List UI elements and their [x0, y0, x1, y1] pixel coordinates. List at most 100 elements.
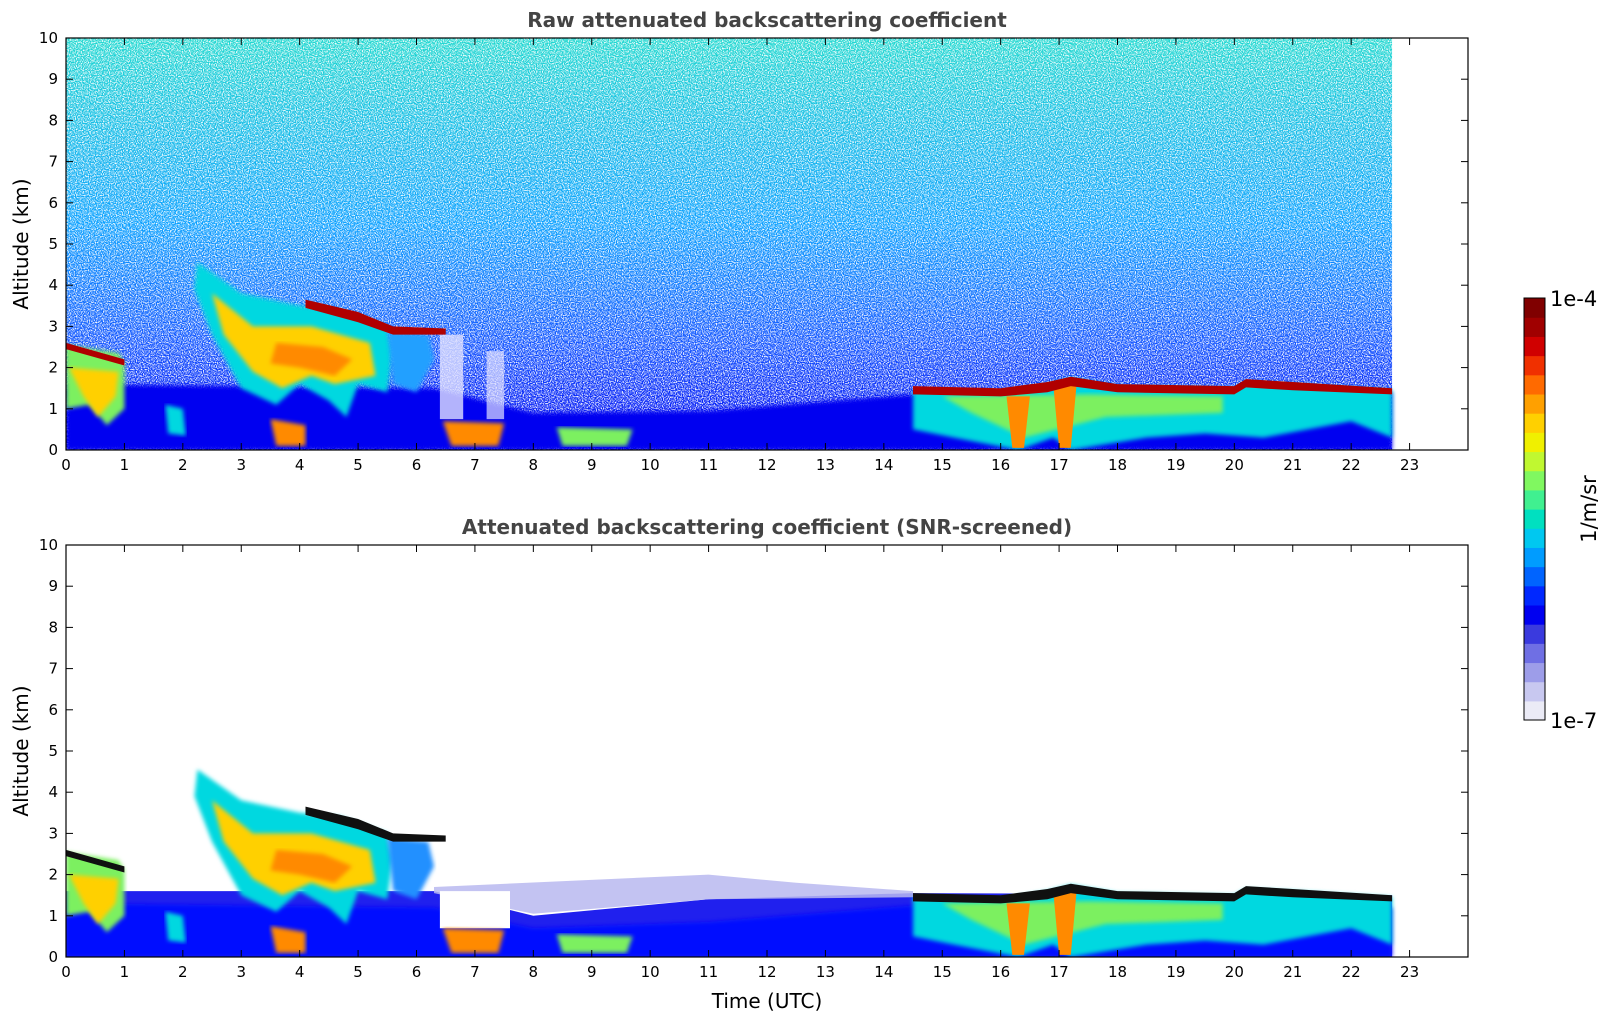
bottom-x-ticks: 0 1 2 3 4 5 6 7 8 9 10 11 12 13 14 15 16 17 18 19 20 21 22 23 — [61, 545, 1419, 981]
raw-rain-shadow-b — [486, 351, 505, 420]
colorbar: 1e-4 1e-7 1/m/sr — [1523, 287, 1601, 733]
raw-streak-17h — [1053, 384, 1077, 448]
x-tick-label: 3 — [236, 456, 246, 474]
x-tick-label: 6 — [412, 963, 422, 981]
screened-cloud-thin-high — [305, 806, 446, 842]
x-tick-label: 7 — [470, 456, 480, 474]
colorbar-max-label: 1e-4 — [1550, 287, 1597, 311]
x-tick-label: 14 — [874, 456, 893, 474]
colorbar-segment — [1524, 317, 1545, 337]
colorbar-segment — [1524, 566, 1545, 587]
x-tick-label: 4 — [295, 456, 305, 474]
screened-streak-16h — [1006, 903, 1030, 955]
colorbar-frame — [1523, 297, 1546, 721]
x-tick-label: 20 — [1225, 963, 1244, 981]
colorbar-segment — [1524, 662, 1545, 683]
colorbar-segment — [1524, 451, 1545, 472]
y-tick-label: 5 — [48, 235, 58, 253]
x-tick-label: 2 — [178, 963, 188, 981]
raw-cloud-mid-tail — [387, 330, 434, 393]
y-tick-label: 9 — [48, 577, 58, 595]
x-tick-label: 23 — [1400, 456, 1419, 474]
raw-cloud-thin-high — [305, 299, 446, 335]
x-tick-label: 15 — [933, 963, 952, 981]
y-tick-label: 0 — [48, 948, 58, 966]
x-tick-label: 13 — [816, 963, 835, 981]
x-tick-label: 5 — [353, 963, 363, 981]
screened-blob-2h — [165, 911, 186, 943]
x-tick-label: 14 — [874, 963, 893, 981]
y-tick-label: 6 — [48, 194, 58, 212]
x-tick-label: 21 — [1283, 456, 1302, 474]
x-tick-label: 8 — [529, 963, 539, 981]
colorbar-segment — [1524, 393, 1545, 414]
bottom-heatmap — [66, 769, 1393, 957]
colorbar-segment — [1524, 585, 1545, 606]
x-tick-label: 0 — [61, 963, 71, 981]
x-tick-label: 19 — [1166, 456, 1185, 474]
bottom-heatmap-layers — [66, 769, 1393, 957]
x-tick-label: 12 — [757, 963, 776, 981]
screened-blob-7h — [442, 928, 505, 953]
y-tick-label: 7 — [48, 660, 58, 678]
x-tick-label: 17 — [1050, 963, 1069, 981]
screened-aerosol-haze — [434, 874, 913, 914]
colorbar-segment — [1524, 355, 1545, 376]
screened-stratocumulus-top — [913, 883, 1393, 904]
colorbar-segment — [1524, 298, 1545, 318]
colorbar-segment — [1524, 547, 1545, 568]
y-tick-label: 10 — [39, 536, 58, 554]
y-tick-label: 2 — [48, 359, 58, 377]
top-y-ticks: 0 1 2 3 4 5 6 7 8 9 10 — [39, 29, 1468, 459]
colorbar-segment — [1524, 643, 1545, 664]
y-tick-label: 1 — [48, 400, 58, 418]
colorbar-min-label: 1e-7 — [1550, 709, 1597, 733]
raw-blob-4h — [270, 419, 306, 446]
x-tick-label: 1 — [120, 456, 130, 474]
x-tick-label: 16 — [991, 963, 1010, 981]
x-tick-label: 16 — [991, 456, 1010, 474]
x-tick-label: 2 — [178, 456, 188, 474]
colorbar-segments — [1524, 298, 1545, 721]
raw-cloud-early-core — [68, 367, 119, 417]
x-tick-label: 10 — [641, 963, 660, 981]
y-tick-label: 4 — [48, 783, 58, 801]
top-panel: Raw attenuated backscattering coefficien… — [9, 8, 1469, 474]
y-tick-label: 5 — [48, 742, 58, 760]
raw-rain-shadow-a — [439, 334, 464, 420]
colorbar-segment — [1524, 681, 1545, 702]
top-x-ticks: 0 1 2 3 4 5 6 7 8 9 10 11 12 13 14 15 16 17 18 19 20 21 22 23 — [61, 38, 1419, 474]
colorbar-segment — [1524, 604, 1545, 625]
screened-rain-gap — [439, 891, 510, 929]
colorbar-segment — [1524, 528, 1545, 548]
x-axis-label: Time (UTC) — [711, 989, 823, 1013]
colorbar-segment — [1524, 700, 1545, 721]
colorbar-segment — [1524, 624, 1545, 644]
colorbar-segment — [1524, 374, 1545, 395]
raw-blob-9h — [556, 427, 633, 446]
bottom-y-ticks: 0 1 2 3 4 5 6 7 8 9 10 — [39, 536, 1468, 966]
raw-streak-16h — [1006, 396, 1030, 448]
colorbar-segment — [1524, 489, 1545, 510]
colorbar-unit-label: 1/m/sr — [1577, 475, 1601, 543]
x-tick-label: 15 — [933, 456, 952, 474]
x-tick-label: 11 — [699, 456, 718, 474]
raw-cloud-early-top — [66, 342, 125, 366]
x-tick-label: 10 — [641, 456, 660, 474]
x-tick-label: 18 — [1108, 963, 1127, 981]
x-tick-label: 5 — [353, 456, 363, 474]
bottom-chart-title: Attenuated backscattering coefficient (S… — [462, 515, 1072, 539]
x-tick-label: 11 — [699, 963, 718, 981]
y-tick-label: 8 — [48, 618, 58, 636]
y-tick-label: 4 — [48, 276, 58, 294]
screened-cloud-early-top — [66, 849, 125, 873]
y-tick-label: 9 — [48, 70, 58, 88]
raw-stratocumulus-top — [913, 376, 1393, 397]
y-tick-label: 0 — [48, 441, 58, 459]
y-tick-label: 1 — [48, 907, 58, 925]
x-tick-label: 9 — [587, 456, 597, 474]
x-tick-label: 22 — [1342, 456, 1361, 474]
y-tick-label: 3 — [48, 824, 58, 842]
y-tick-label: 2 — [48, 866, 58, 884]
